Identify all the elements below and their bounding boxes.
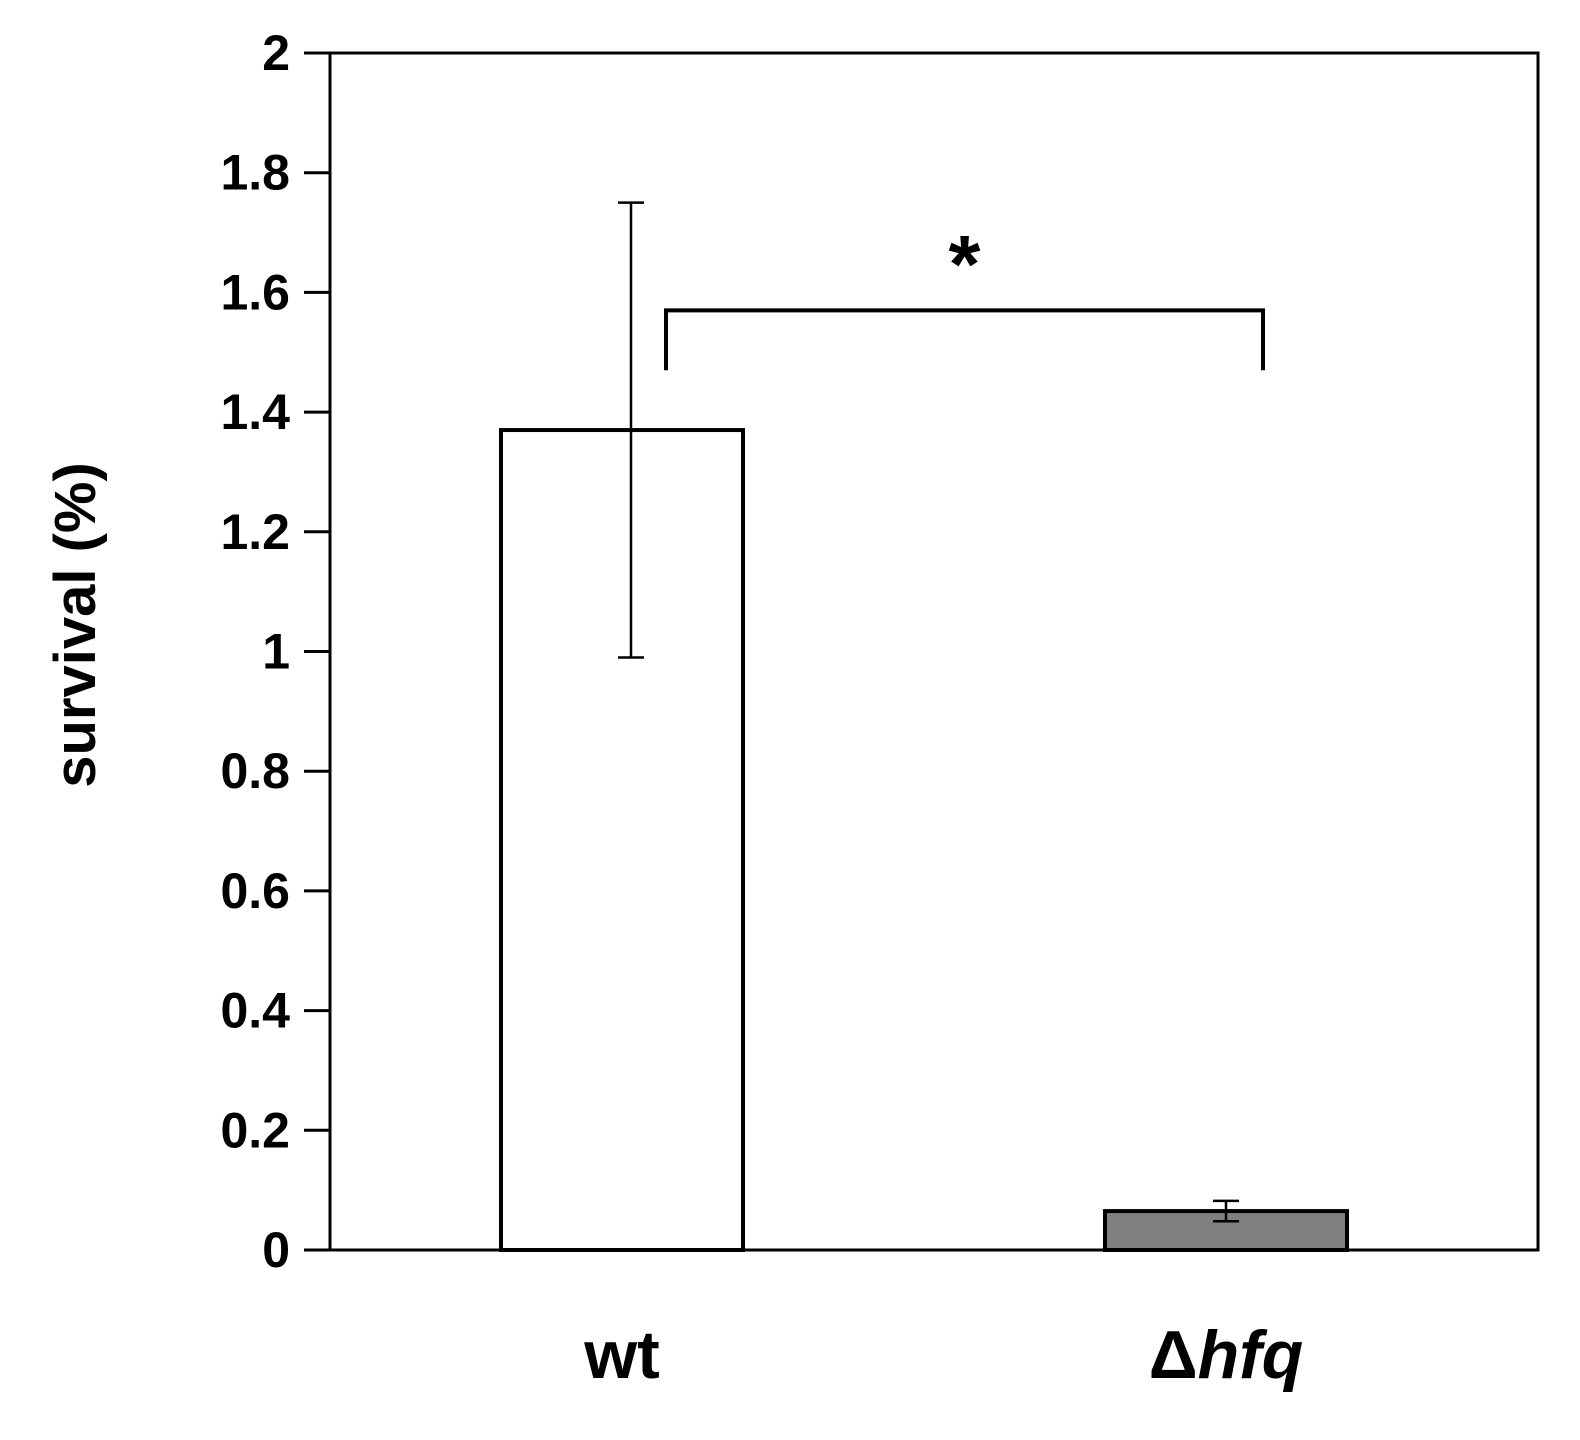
error-bars <box>618 201 1239 1223</box>
y-tick-label: 1.8 <box>220 145 290 201</box>
y-axis: 0 0.2 0.4 0.6 0.8 1 1.2 1.4 1.6 1.8 2 <box>220 25 330 1278</box>
y-tick-label: 1.2 <box>220 504 290 560</box>
y-tick-label: 0.2 <box>220 1102 290 1158</box>
y-tick-label: 0.6 <box>220 863 290 919</box>
category-text: wt <box>583 1317 660 1393</box>
y-tick-label: 0 <box>262 1222 290 1278</box>
bracket-line <box>664 308 1265 371</box>
y-tick-label: 2 <box>262 25 290 81</box>
y-tick-label: 1 <box>262 624 290 680</box>
x-category-label: wt <box>583 1317 660 1393</box>
bar <box>499 428 745 1252</box>
significance-label: * <box>949 219 981 310</box>
category-italic: hfq <box>1198 1317 1304 1393</box>
y-tick-label: 0.8 <box>220 743 290 799</box>
y-axis-label: survival (%) <box>43 462 108 788</box>
error-bar <box>618 201 644 659</box>
error-bar <box>1213 1199 1239 1223</box>
y-tick-label: 0.4 <box>220 983 290 1039</box>
bars <box>499 428 1349 1253</box>
y-tick-label: 1.6 <box>220 264 290 320</box>
significance-bracket: * <box>664 219 1265 371</box>
category-prefix: Δ <box>1149 1317 1198 1393</box>
x-axis: wt Δhfq <box>583 1317 1303 1393</box>
x-category-label: Δhfq <box>1149 1317 1304 1393</box>
y-tick-label: 1.4 <box>220 384 290 440</box>
